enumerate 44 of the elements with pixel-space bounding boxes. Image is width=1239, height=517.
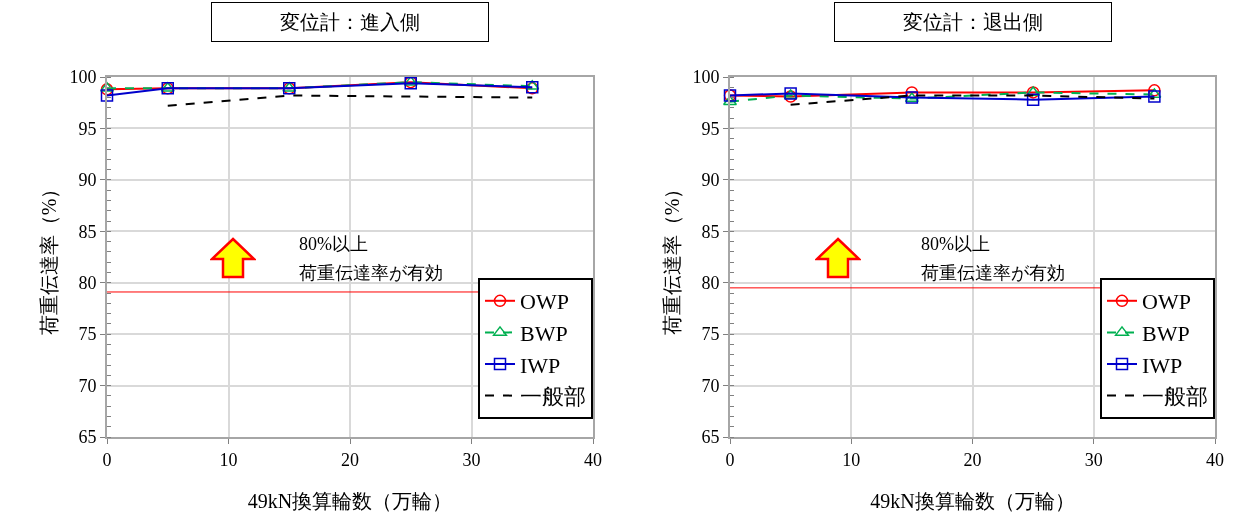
x-tick-label: 40 — [1206, 449, 1224, 470]
y-tick-label: 65 — [701, 427, 720, 448]
y-axis-title: 荷重伝達率（%） — [661, 178, 683, 336]
legend-label: IWP — [520, 352, 561, 378]
y-tick-label: 90 — [701, 170, 720, 191]
y-tick-label: 90 — [78, 170, 97, 191]
chart-title: 変位計：退出側 — [903, 11, 1043, 33]
y-tick-label: 85 — [701, 221, 720, 242]
x-axis-title: 49kN換算輪数（万輪） — [870, 490, 1075, 512]
y-tick-label: 70 — [78, 375, 97, 396]
y-tick-label: 85 — [78, 221, 97, 242]
x-tick-label: 10 — [842, 449, 861, 470]
y-tick-label: 100 — [692, 67, 720, 88]
legend-label: BWP — [520, 320, 568, 346]
y-tick-label: 80 — [701, 273, 720, 294]
x-tick-label: 40 — [584, 449, 602, 470]
legend-label: 一般部 — [520, 384, 586, 410]
y-tick-label: 65 — [78, 427, 97, 448]
y-tick-label: 75 — [78, 324, 97, 345]
y-tick-label: 80 — [78, 273, 97, 294]
x-tick-label: 10 — [219, 449, 238, 470]
annotation: 80%以上 — [299, 234, 368, 254]
legend-label: BWP — [1142, 320, 1190, 346]
y-tick-label: 70 — [701, 375, 720, 396]
annotation: 荷重伝達率が有効 — [299, 263, 443, 283]
x-tick-label: 20 — [963, 449, 982, 470]
x-tick-label: 30 — [462, 449, 481, 470]
x-tick-label: 20 — [341, 449, 359, 470]
x-tick-label: 30 — [1084, 449, 1103, 470]
x-tick-label: 0 — [102, 449, 112, 470]
legend-label: 一般部 — [1142, 384, 1208, 410]
x-axis-title: 49kN換算輪数（万輪） — [247, 490, 453, 512]
legend-label: OWP — [1142, 289, 1191, 315]
chart-title: 変位計：進入側 — [280, 11, 420, 33]
y-tick-label: 95 — [78, 118, 97, 139]
legend-label: OWP — [520, 289, 569, 315]
y-axis-title: 荷重伝達率（%） — [38, 178, 60, 336]
legend-label: IWP — [1142, 352, 1183, 378]
y-tick-label: 100 — [69, 67, 97, 88]
annotation: 荷重伝達率が有効 — [921, 263, 1065, 283]
y-tick-label: 95 — [701, 118, 720, 139]
y-tick-label: 75 — [701, 324, 720, 345]
annotation: 80%以上 — [921, 234, 990, 254]
x-tick-label: 0 — [725, 449, 735, 470]
